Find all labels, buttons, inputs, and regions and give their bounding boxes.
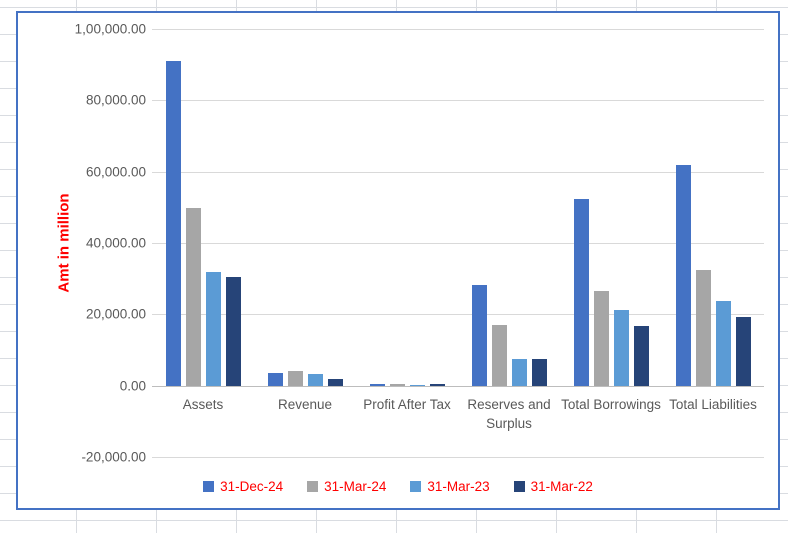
legend-swatch-icon [513, 481, 525, 492]
bar-31-mar-22-profit-after-tax[interactable] [429, 383, 445, 386]
bar-31-mar-24-profit-after-tax[interactable] [389, 383, 405, 386]
category-column [560, 29, 662, 457]
legend-label: 31-Mar-22 [530, 479, 593, 494]
bar-31-mar-22-reserves-and-surplus[interactable] [531, 358, 547, 386]
category-column [458, 29, 560, 457]
bar-31-mar-24-total-liabilities[interactable] [695, 270, 711, 386]
category-label: Total Borrowings [561, 396, 661, 412]
plot-area [152, 29, 764, 458]
bar-31-mar-23-total-liabilities[interactable] [715, 300, 731, 386]
y-tick-label: 0.00 [119, 378, 146, 394]
gridline [152, 243, 764, 244]
category-column [254, 29, 356, 457]
legend-label: 31-Mar-24 [324, 479, 387, 494]
category-label: Reserves and Surplus [467, 396, 551, 432]
category-label: Assets [182, 396, 224, 412]
bar-31-dec-24-revenue[interactable] [267, 373, 283, 386]
bar-31-mar-24-assets[interactable] [185, 208, 201, 386]
zero-gridline [152, 385, 764, 387]
legend: 31-Dec-24 31-Mar-24 31-Mar-23 31-Mar-22 [18, 479, 778, 494]
legend-item-31-mar-23[interactable]: 31-Mar-23 [410, 479, 490, 494]
bar-31-mar-22-revenue[interactable] [327, 378, 343, 386]
legend-label: 31-Mar-23 [427, 479, 490, 494]
gridline [152, 29, 764, 30]
bar-group [662, 29, 764, 386]
gridline [152, 100, 764, 102]
chart-object[interactable]: Amt in million 1,00,000.00 80,000.00 60,00… [16, 11, 780, 510]
bar-31-mar-24-total-borrowings[interactable] [593, 291, 609, 386]
category-label: Revenue [277, 396, 333, 412]
bar-group [254, 29, 356, 386]
bar-31-mar-23-total-borrowings[interactable] [613, 310, 629, 386]
y-tick-label: 1,00,000.00 [74, 21, 146, 37]
legend-label: 31-Dec-24 [220, 479, 284, 494]
bar-31-dec-24-profit-after-tax[interactable] [369, 383, 385, 386]
bar-31-mar-24-reserves-and-surplus[interactable] [491, 325, 507, 386]
bar-31-mar-22-assets[interactable] [225, 276, 241, 386]
legend-swatch-icon [410, 481, 422, 492]
y-tick-label: -20,000.00 [81, 449, 146, 465]
bar-31-dec-24-assets[interactable] [165, 61, 181, 386]
y-tick-label: 20,000.00 [85, 306, 146, 322]
legend-item-31-mar-24[interactable]: 31-Mar-24 [307, 479, 386, 494]
category-column [662, 29, 764, 457]
category-column [356, 29, 458, 457]
category-label: Total Liabilities [669, 396, 757, 412]
bar-31-mar-23-assets[interactable] [205, 271, 221, 386]
bar-31-mar-24-revenue[interactable] [287, 371, 303, 386]
category-label: Profit After Tax [363, 396, 451, 412]
bar-31-dec-24-total-liabilities[interactable] [675, 164, 691, 386]
y-tick-label: 40,000.00 [85, 235, 146, 251]
y-tick-label: 80,000.00 [85, 92, 146, 108]
bar-group [560, 29, 662, 386]
bar-31-dec-24-reserves-and-surplus[interactable] [471, 285, 487, 386]
gridline [152, 314, 764, 316]
bar-31-dec-24-total-borrowings[interactable] [573, 198, 589, 386]
y-tick-label: 60,000.00 [85, 164, 146, 180]
legend-item-31-dec-24[interactable]: 31-Dec-24 [203, 479, 283, 494]
legend-swatch-icon [203, 481, 215, 492]
gridline [152, 171, 764, 173]
bar-group [152, 29, 254, 386]
bar-group [356, 29, 458, 386]
bar-31-mar-22-total-borrowings[interactable] [633, 326, 649, 386]
category-column [152, 29, 254, 457]
gridline [152, 457, 764, 458]
legend-item-31-mar-22[interactable]: 31-Mar-22 [513, 479, 593, 494]
bar-31-mar-22-total-liabilities[interactable] [735, 316, 751, 386]
legend-swatch-icon [307, 481, 319, 492]
y-axis: 1,00,000.00 80,000.00 60,000.00 40,000.00 20… [18, 22, 146, 465]
bar-31-mar-23-profit-after-tax[interactable] [409, 385, 425, 386]
bar-31-mar-23-reserves-and-surplus[interactable] [511, 359, 527, 386]
bar-group [458, 29, 560, 386]
bar-31-mar-23-revenue[interactable] [307, 373, 323, 386]
